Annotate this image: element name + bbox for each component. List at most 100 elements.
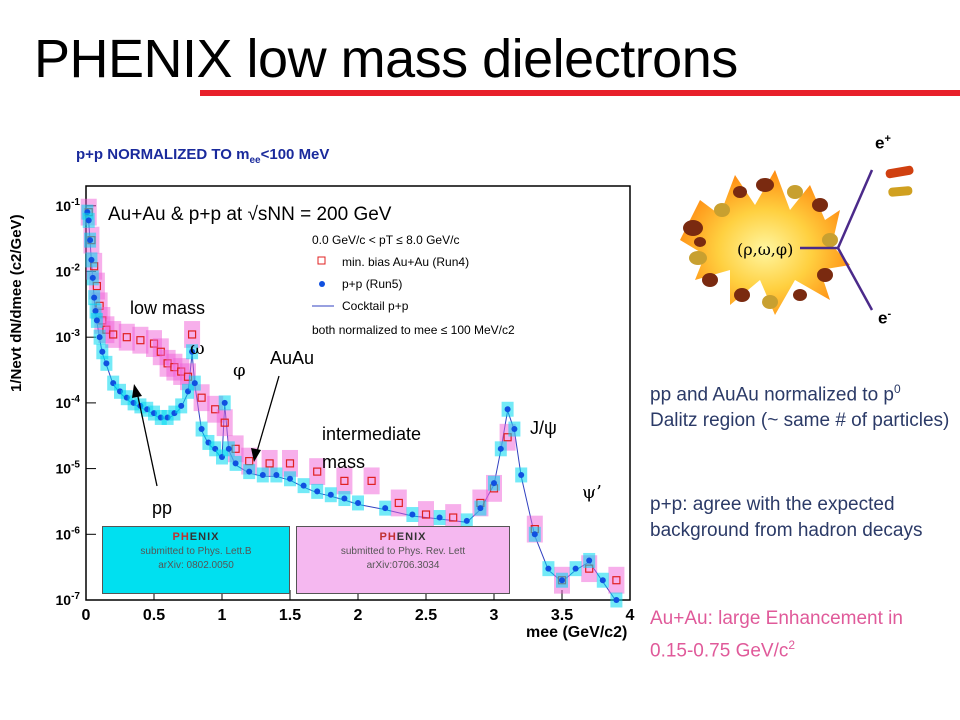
pp-point (491, 480, 497, 487)
low-mass-label: low mass (130, 298, 206, 318)
pp-point (259, 471, 266, 478)
particle-blobs (683, 178, 838, 309)
x-tick-label: 3.5 (551, 607, 573, 624)
auau-point (421, 510, 431, 519)
phi-label: φ (233, 360, 246, 381)
auau-point (187, 330, 197, 339)
legend-norm: both normalized to mee ≤ 100 MeV/c2 (312, 323, 515, 337)
auau-point (313, 467, 322, 476)
chart-title: Au+Au & p+p at √sNN = 200 GeV (108, 204, 392, 225)
pp-point (504, 406, 511, 413)
auau-point (265, 459, 274, 468)
omega-label: ω (190, 338, 205, 359)
meson-label: (ρ,ω,φ) (737, 240, 794, 259)
phenix-logo: PHENIX (379, 531, 427, 543)
pp-label: pp (152, 498, 173, 518)
pp-point (518, 471, 525, 478)
auau-syst-band (309, 458, 326, 486)
x-axis-label: mee (GeV/c2) (526, 624, 628, 641)
auau-point (394, 498, 403, 508)
x-tick-label: 0 (82, 607, 91, 624)
pp-point (273, 471, 280, 478)
pp-point (91, 294, 98, 301)
pp-point (89, 274, 96, 281)
pp-point (327, 491, 334, 498)
page-title: PHENIX low mass dielectrons (34, 29, 738, 89)
auau-point (197, 393, 206, 402)
auau-syst-band (390, 489, 407, 517)
pp-point (178, 402, 185, 409)
pp-point (477, 505, 484, 512)
pp-point (497, 445, 504, 452)
y-tick-label: 10-7 (56, 591, 81, 608)
jpsi-label: J/ψ (530, 418, 557, 438)
y-tick-label: 10-3 (56, 328, 81, 345)
pp-point (85, 217, 92, 224)
electron-label: e- (878, 308, 892, 328)
legend-auau: min. bias Au+Au (Run4) (342, 255, 469, 269)
auau-arrowhead (251, 448, 261, 462)
pp-point (613, 597, 620, 603)
positron-label: e+ (875, 133, 891, 153)
pp-point (599, 577, 606, 584)
pp-point (232, 460, 239, 467)
auau-syst-band (336, 467, 353, 495)
pp-point (382, 505, 389, 512)
mass-label: mass (322, 452, 366, 472)
fireball (680, 170, 850, 315)
auau-syst-band (132, 326, 149, 354)
pp-point (586, 557, 593, 564)
auau-syst-band (608, 566, 625, 594)
pp-point (341, 495, 348, 502)
x-tick-label: 3 (490, 607, 499, 624)
text-normalization: pp and AuAu normalized to p0 Dalitz regi… (650, 382, 950, 432)
text-auau-enhancement: Au+Au: large Enhancement in 0.15-0.75 Ge… (650, 608, 903, 662)
auau-syst-band (363, 467, 380, 495)
badge-right-line2: arXiv:0706.3034 (366, 560, 440, 571)
x-tick-label: 2.5 (415, 607, 437, 624)
badge-left-line2: arXiv: 0802.0050 (158, 560, 234, 571)
auau-point (449, 513, 458, 522)
pp-point (99, 348, 106, 355)
legend-cocktail: Cocktail p+p (342, 299, 409, 313)
x-tick-label: 4 (626, 607, 635, 624)
pp-point (87, 237, 94, 244)
legend-pt-cut: 0.0 GeV/c < pT ≤ 8.0 GeV/c (312, 233, 459, 247)
badge-left-line1: submitted to Phys. Lett.B (140, 546, 252, 557)
psiprime-label: ψ’ (582, 482, 602, 503)
pp-point (189, 348, 196, 355)
text-pp-agreement: p+p: agree with the expected background … (650, 494, 923, 541)
y-tick-label: 10-5 (56, 460, 81, 477)
badge-right-line1: submitted to Phys. Rev. Lett (340, 546, 466, 557)
pp-point (287, 475, 293, 482)
norm-label-sub: ee (249, 155, 261, 166)
legend-pp: p+p (Run5) (342, 277, 402, 291)
pp-point (436, 514, 443, 521)
legend-auau-marker (317, 256, 326, 265)
pp-point (559, 577, 565, 584)
auau-point (612, 576, 621, 585)
auau-point (503, 433, 512, 442)
pp-point (103, 360, 110, 367)
pp-point (93, 317, 100, 324)
auau-point (109, 330, 118, 339)
pp-arrow (136, 391, 158, 487)
x-tick-label: 1 (218, 607, 227, 624)
normalization-label: p+p NORMALIZED TO mee<100 MeV (76, 146, 329, 166)
fireball-diagram (680, 165, 914, 315)
pp-arrowhead (132, 384, 142, 398)
auau-point (122, 333, 131, 342)
y-tick-label: 10-1 (56, 197, 81, 214)
pp-point (225, 445, 232, 452)
x-tick-label: 0.5 (143, 607, 165, 624)
auau-syst-band (118, 323, 135, 351)
pp-point (572, 565, 579, 572)
pp-point (96, 334, 103, 341)
auau-arrow (255, 375, 280, 456)
x-tick-label: 1.5 (279, 607, 301, 624)
pp-point (92, 308, 99, 315)
auau-point (136, 336, 145, 345)
pp-point (191, 380, 198, 387)
pp-point (531, 531, 538, 538)
publication-badge-left: PHENIX submitted to Phys. Lett.B arXiv: … (102, 526, 290, 594)
